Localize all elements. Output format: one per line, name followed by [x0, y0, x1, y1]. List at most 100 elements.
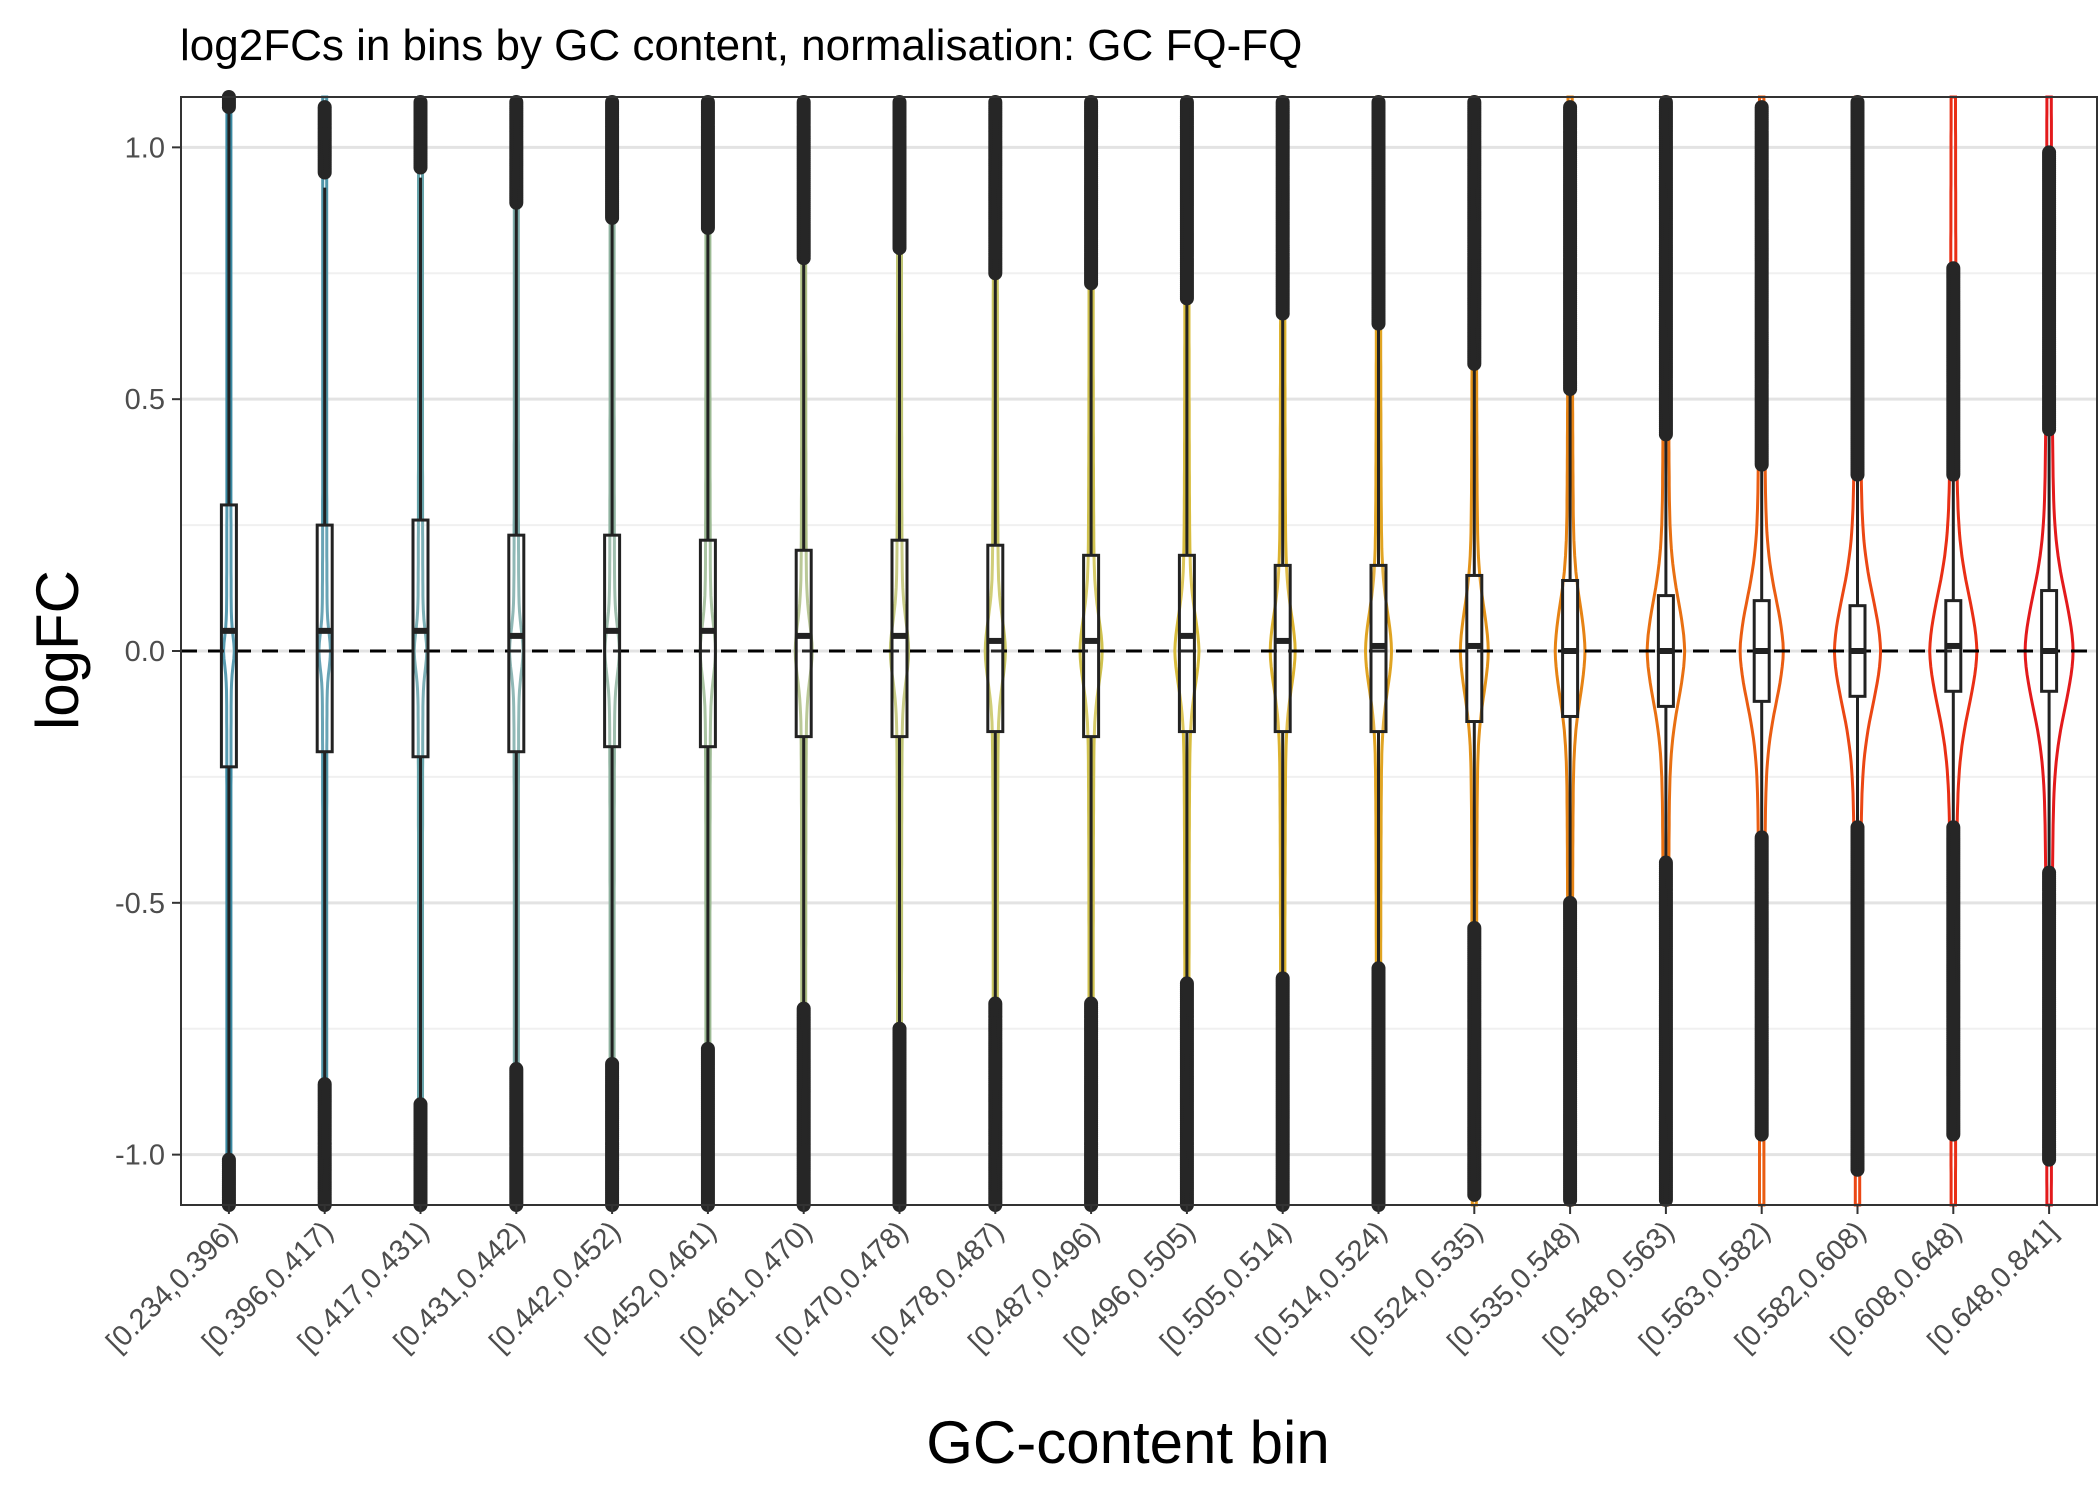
outliers-upper-13 [1371, 95, 1386, 331]
box-12 [1273, 563, 1292, 734]
outliers-upper-3 [413, 95, 428, 175]
outlier-point [796, 1001, 811, 1016]
outliers-upper-5 [605, 95, 620, 225]
outlier-point [509, 95, 524, 110]
outliers-lower-10 [1084, 996, 1099, 1212]
outlier-point [1754, 100, 1769, 115]
chart-title: log2FCs in bins by GC content, normalisa… [180, 21, 1302, 70]
box-5 [603, 533, 622, 749]
outliers-lower-6 [700, 1041, 715, 1212]
box-1 [219, 503, 238, 769]
outliers-lower-20 [2042, 865, 2057, 1167]
outlier-point [605, 95, 620, 110]
outliers-upper-9 [988, 95, 1003, 281]
outlier-point [1467, 921, 1482, 935]
outliers-lower-13 [1371, 961, 1386, 1212]
box-6 [698, 538, 717, 749]
outliers-upper-1 [221, 90, 236, 115]
outlier-point [1946, 820, 1961, 835]
outlier-point [1275, 971, 1290, 986]
outlier-point [2042, 865, 2057, 880]
outlier-point [700, 95, 715, 110]
outliers-lower-8 [892, 1021, 907, 1212]
outliers-lower-5 [605, 1056, 620, 1212]
outliers-lower-2 [317, 1077, 332, 1212]
box-20 [2040, 589, 2059, 693]
outlier-point [2042, 145, 2057, 160]
y-axis-title: logFC [24, 570, 91, 730]
outlier-point [413, 95, 428, 110]
outlier-point [1371, 961, 1386, 976]
outlier-point [1179, 976, 1194, 991]
outlier-point [988, 95, 1003, 110]
outliers-lower-11 [1179, 976, 1194, 1212]
outliers-lower-17 [1754, 830, 1769, 1142]
outliers-upper-20 [2042, 145, 2057, 437]
outliers-upper-19 [1946, 261, 1961, 482]
outlier-point [413, 1097, 428, 1112]
outliers-lower-14 [1467, 921, 1482, 1202]
y-tick-label: 0.5 [125, 384, 165, 416]
box-11 [1177, 553, 1196, 734]
outliers-upper-7 [796, 95, 811, 266]
outliers-lower-15 [1563, 895, 1578, 1207]
outliers-upper-18 [1850, 95, 1865, 482]
outlier-point [317, 100, 332, 115]
outliers-upper-17 [1754, 100, 1769, 472]
outlier-point [892, 1021, 907, 1036]
outlier-point [892, 95, 907, 110]
outlier-point [1084, 996, 1099, 1011]
outliers-lower-19 [1946, 820, 1961, 1142]
outlier-point [1563, 100, 1578, 115]
outliers-upper-2 [317, 100, 332, 180]
outlier-point [605, 1056, 620, 1071]
y-axis: 1.0 0.5 0.0 -0.5 -1.0 [115, 132, 181, 1172]
outliers-upper-6 [700, 95, 715, 235]
outlier-point [1275, 95, 1290, 110]
outlier-point [221, 1152, 236, 1167]
outliers-upper-11 [1179, 95, 1194, 306]
outlier-point [317, 1077, 332, 1092]
box-layer [219, 97, 2059, 1205]
outlier-point [988, 996, 1003, 1011]
outlier-point [1563, 895, 1578, 910]
outliers-lower-12 [1275, 971, 1290, 1212]
outliers-upper-8 [892, 95, 907, 256]
outlier-point [700, 1041, 715, 1056]
outlier-point [1179, 95, 1194, 110]
outlier-point [796, 95, 811, 110]
outliers-upper-4 [509, 95, 524, 210]
outliers-lower-18 [1850, 820, 1865, 1177]
outlier-layer [221, 90, 2057, 1212]
outliers-lower-7 [796, 1001, 811, 1212]
y-tick-label: -1.0 [115, 1140, 165, 1172]
x-axis-title: GC-content bin [926, 1409, 1330, 1476]
outlier-point [1658, 855, 1673, 870]
outlier-point [1754, 830, 1769, 845]
outliers-lower-9 [988, 996, 1003, 1212]
outlier-point [1946, 261, 1961, 276]
box-2 [315, 523, 334, 754]
outlier-point [1371, 95, 1386, 110]
box-10 [1082, 553, 1101, 739]
y-tick-label: -0.5 [115, 888, 165, 920]
outliers-upper-12 [1275, 95, 1290, 321]
outlier-point [1467, 95, 1482, 110]
box-3 [411, 518, 430, 759]
outlier-point [1084, 95, 1099, 110]
outliers-lower-1 [221, 1152, 236, 1212]
y-tick-label: 0.0 [125, 636, 165, 668]
outlier-point [1658, 95, 1673, 110]
outliers-lower-3 [413, 1097, 428, 1212]
outliers-upper-16 [1658, 95, 1673, 442]
outliers-lower-4 [509, 1062, 524, 1212]
outliers-upper-14 [1467, 95, 1482, 371]
outliers-upper-15 [1563, 100, 1578, 397]
outlier-point [1850, 95, 1865, 110]
outlier-point [1850, 820, 1865, 835]
outlier-point [509, 1062, 524, 1077]
box-7 [794, 548, 813, 739]
box-4 [507, 533, 526, 754]
